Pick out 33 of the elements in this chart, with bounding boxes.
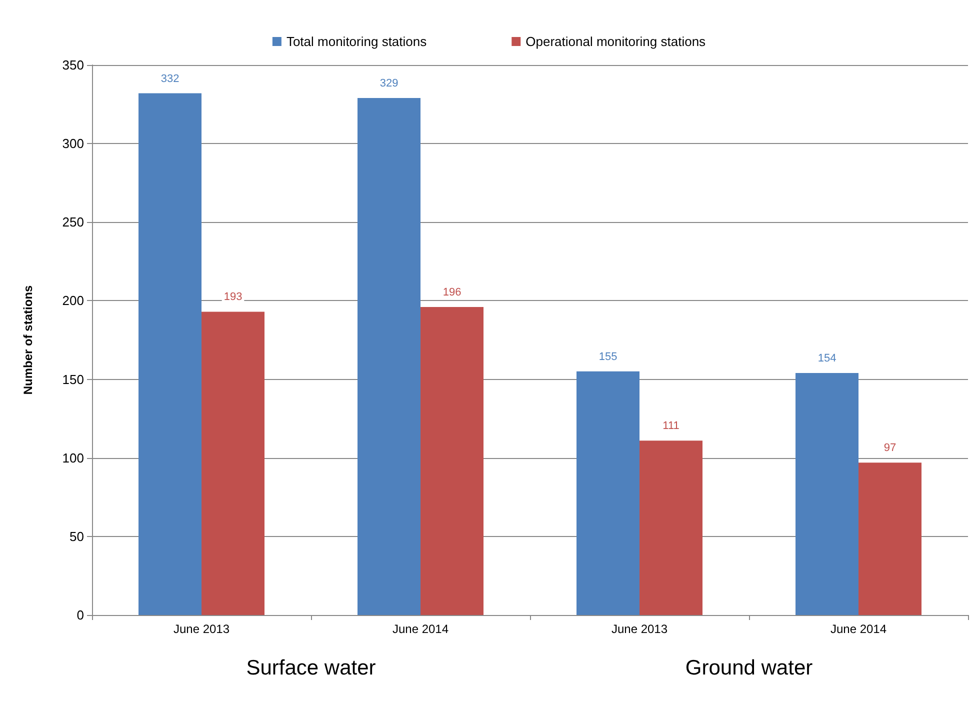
- y-tick-label: 100: [62, 450, 84, 466]
- y-axis-title: Number of stations: [21, 285, 35, 395]
- y-tick-label: 300: [62, 136, 84, 152]
- y-tick-label: 0: [76, 608, 84, 622]
- data-label: 193: [224, 291, 242, 304]
- x-tick-label: June 2014: [830, 622, 887, 636]
- legend-label: Operational monitoring stations: [526, 34, 706, 49]
- bar: [576, 371, 640, 615]
- bar: [138, 93, 202, 615]
- data-label: 332: [160, 72, 180, 85]
- y-tick-label: 200: [62, 293, 84, 308]
- x-tick-label: June 2014: [392, 622, 449, 636]
- data-label: 154: [818, 352, 836, 364]
- x-tick-label: June 2013: [173, 622, 230, 636]
- y-tick-label: 150: [62, 372, 84, 387]
- data-label: 329: [380, 78, 398, 90]
- text: Surface water: [246, 656, 376, 680]
- y-tick-label: 350: [62, 58, 84, 72]
- bar: [796, 373, 858, 615]
- y-tick-label: 50: [70, 528, 84, 544]
- bar: [202, 312, 264, 615]
- data-label: 111: [662, 420, 680, 432]
- bar: [858, 462, 922, 615]
- data-label: 196: [442, 286, 462, 298]
- bar: [640, 440, 702, 615]
- bar: [420, 307, 484, 615]
- x-tick-label: June 2013: [611, 622, 668, 636]
- text: Ground water: [685, 656, 813, 680]
- y-tick-label: 250: [62, 214, 84, 230]
- data-label: 155: [598, 350, 618, 363]
- legend-label: Total monitoring stations: [286, 34, 428, 49]
- bar: [358, 98, 420, 615]
- data-label: 97: [884, 442, 896, 454]
